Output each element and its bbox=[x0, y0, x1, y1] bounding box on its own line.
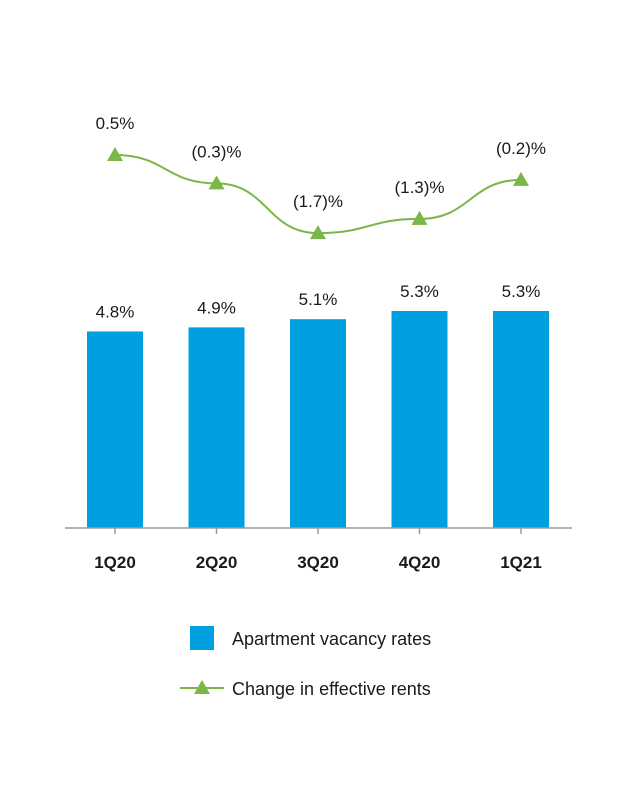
bar-label-3Q20: 5.1% bbox=[299, 290, 338, 309]
rents-point-3Q20 bbox=[310, 225, 326, 240]
x-tick-label-1Q21: 1Q21 bbox=[500, 553, 542, 572]
legend-swatch-rents-marker bbox=[194, 680, 210, 694]
bar-1Q20 bbox=[87, 331, 143, 528]
bar-2Q20 bbox=[188, 327, 245, 528]
rents-label-1Q21: (0.2)% bbox=[496, 139, 546, 158]
bar-label-1Q21: 5.3% bbox=[502, 282, 541, 301]
x-tick-label-3Q20: 3Q20 bbox=[297, 553, 339, 572]
rents-point-2Q20 bbox=[208, 175, 225, 190]
rents-label-3Q20: (1.7)% bbox=[293, 192, 343, 211]
legend-label-rents: Change in effective rents bbox=[232, 679, 431, 699]
rents-label-1Q20: 0.5% bbox=[96, 114, 135, 133]
bar-label-1Q20: 4.8% bbox=[96, 302, 135, 321]
bar-1Q21 bbox=[493, 311, 549, 528]
legend: Apartment vacancy rates Change in effect… bbox=[180, 626, 431, 699]
bar-label-2Q20: 4.9% bbox=[197, 298, 236, 317]
bar-4Q20 bbox=[391, 311, 448, 528]
rents-label-2Q20: (0.3)% bbox=[191, 142, 241, 161]
legend-swatch-vacancy bbox=[190, 626, 214, 650]
x-tick-label-1Q20: 1Q20 bbox=[94, 553, 136, 572]
x-tick-label-2Q20: 2Q20 bbox=[196, 553, 238, 572]
rents-label-4Q20: (1.3)% bbox=[394, 178, 444, 197]
rents-point-4Q20 bbox=[411, 210, 428, 225]
x-tick-label-4Q20: 4Q20 bbox=[399, 553, 441, 572]
legend-label-vacancy: Apartment vacancy rates bbox=[232, 629, 431, 649]
vacancy-bar-series: 4.8% 4.9% 5.1% 5.3% 5.3% bbox=[87, 282, 549, 528]
rents-line-series: 0.5% (0.3)% (1.7)% (1.3)% (0.2)% bbox=[96, 114, 546, 240]
bar-label-4Q20: 5.3% bbox=[400, 282, 439, 301]
rents-point-1Q21 bbox=[513, 171, 529, 186]
x-axis-ticks: 1Q20 2Q20 3Q20 4Q20 1Q21 bbox=[94, 528, 542, 572]
bar-3Q20 bbox=[290, 319, 346, 528]
rents-point-1Q20 bbox=[107, 147, 123, 161]
